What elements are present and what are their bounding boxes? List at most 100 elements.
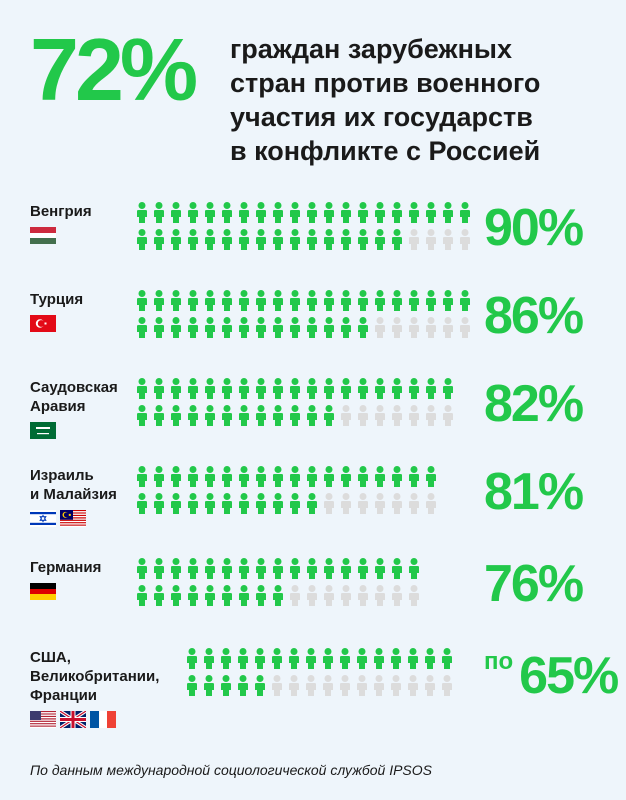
percentage-value: 65% (519, 647, 619, 705)
person-icon (205, 585, 215, 606)
flag-group (30, 315, 56, 332)
person-icon-inactive (425, 675, 435, 696)
turkey-flag-icon (30, 315, 56, 332)
person-icon (460, 202, 470, 223)
person-icon (392, 229, 402, 250)
person-icon (205, 202, 215, 223)
headline-percentage: 72% (30, 20, 198, 119)
person-icon (443, 202, 453, 223)
person-icon-inactive (375, 493, 385, 514)
person-icon-inactive (306, 675, 316, 696)
person-icon-inactive (392, 585, 402, 606)
person-icon (137, 202, 147, 223)
person-icon (222, 378, 232, 399)
person-icon (341, 317, 351, 338)
person-icon (341, 378, 351, 399)
person-icon-inactive (272, 675, 282, 696)
person-icon-inactive (443, 229, 453, 250)
person-icon (273, 585, 283, 606)
person-icon-inactive (392, 317, 402, 338)
country-label: США, (30, 649, 71, 666)
person-icon (324, 229, 334, 250)
person-icon (273, 378, 283, 399)
person-icon-inactive (324, 585, 334, 606)
headline-line-3: участия их государств (230, 102, 533, 132)
person-icon (290, 202, 300, 223)
person-icon (256, 229, 266, 250)
person-icon (357, 648, 367, 669)
person-icon (188, 558, 198, 579)
person-icon (273, 202, 283, 223)
person-icon (272, 648, 282, 669)
france-flag-icon (90, 711, 116, 728)
person-icon (239, 229, 249, 250)
person-icon (358, 290, 368, 311)
person-icon (307, 493, 317, 514)
person-icon (222, 585, 232, 606)
person-icon (426, 378, 436, 399)
person-icon (188, 466, 198, 487)
person-icon (307, 558, 317, 579)
person-icon (171, 493, 181, 514)
person-icon (408, 648, 418, 669)
person-icon (375, 378, 385, 399)
person-icon (171, 466, 181, 487)
person-icon (324, 202, 334, 223)
percentage-label: 90% (484, 202, 584, 254)
person-icon (290, 493, 300, 514)
person-icon (256, 405, 266, 426)
person-icon (358, 378, 368, 399)
person-icon (392, 202, 402, 223)
person-icon (171, 202, 181, 223)
percentage-prefix: по (484, 648, 514, 675)
malaysia-flag-icon (60, 510, 86, 527)
percentage-value: 81% (484, 463, 584, 521)
person-icon (205, 405, 215, 426)
person-icon (137, 317, 147, 338)
person-icon (204, 648, 214, 669)
hungary-flag-icon (30, 227, 56, 244)
person-icon (239, 405, 249, 426)
person-icon (306, 648, 316, 669)
percentage-value: 76% (484, 555, 584, 613)
person-icon-inactive (375, 585, 385, 606)
person-icon (171, 317, 181, 338)
person-icon (171, 585, 181, 606)
person-icon-inactive (409, 229, 419, 250)
person-icon (137, 378, 147, 399)
person-icon (188, 378, 198, 399)
person-icon (443, 378, 453, 399)
person-icon (425, 648, 435, 669)
percentage-value: 86% (484, 287, 584, 345)
person-icon (154, 558, 164, 579)
person-icon (171, 558, 181, 579)
percentage-label: 81% (484, 463, 584, 521)
israel-flag-icon (30, 510, 56, 527)
person-icon (255, 648, 265, 669)
flag-group (30, 510, 86, 527)
person-icon (154, 317, 164, 338)
person-icon (341, 229, 351, 250)
person-icon (222, 229, 232, 250)
country-label: и Малайзия (30, 486, 117, 503)
headline-line-4: в конфликте с Россией (230, 136, 541, 166)
person-icon (307, 202, 317, 223)
person-icon (273, 405, 283, 426)
person-icon (290, 558, 300, 579)
person-icon (188, 585, 198, 606)
person-icon-inactive (426, 493, 436, 514)
person-icon (137, 405, 147, 426)
person-icon (205, 378, 215, 399)
person-icon-inactive (426, 229, 436, 250)
person-icon (239, 378, 249, 399)
person-icon (137, 558, 147, 579)
person-icon (239, 466, 249, 487)
person-icon (154, 202, 164, 223)
person-icon-inactive (341, 585, 351, 606)
person-icon (409, 378, 419, 399)
person-icon (256, 317, 266, 338)
source-footnote: По данным международной социологической … (30, 762, 432, 778)
person-icon (239, 202, 249, 223)
person-icon (290, 466, 300, 487)
person-icon-inactive (290, 585, 300, 606)
